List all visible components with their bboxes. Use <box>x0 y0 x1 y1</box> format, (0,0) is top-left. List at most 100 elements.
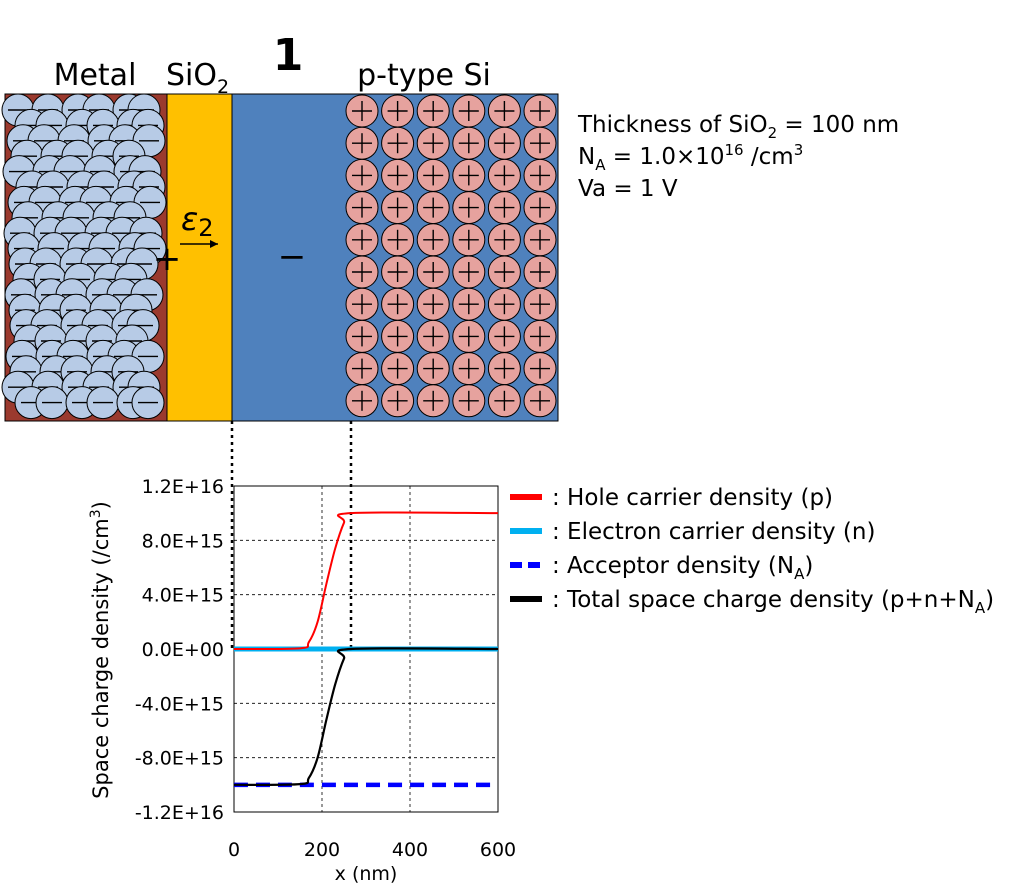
hole-charge <box>452 126 486 160</box>
y-tick-label: -4.0E+15 <box>135 693 224 715</box>
hole-charge <box>345 255 379 289</box>
hole-charge <box>487 255 521 289</box>
hole-charge <box>416 384 450 418</box>
hole-charge <box>345 126 379 160</box>
hole-charge <box>381 158 415 192</box>
legend-label-1: : Electron carrier density (n) <box>552 519 875 545</box>
hole-charge <box>381 287 415 321</box>
hole-charge <box>381 223 415 257</box>
hole-charge <box>523 287 557 321</box>
hole-charge <box>523 384 557 418</box>
hole-charge <box>523 158 557 192</box>
hole-charge <box>416 287 450 321</box>
y-tick-label: 0.0E+00 <box>142 639 224 661</box>
hole-charge <box>345 158 379 192</box>
depletion-minus-sign: − <box>278 237 307 277</box>
hole-charge <box>487 126 521 160</box>
hole-charge <box>452 94 486 128</box>
x-tick-label: 600 <box>480 839 516 861</box>
hole-charge <box>345 384 379 418</box>
hole-charge <box>452 191 486 225</box>
acceptor-density-text: NA = 1.0×1016 /cm3 <box>578 141 803 174</box>
hole-charge <box>487 94 521 128</box>
hole-charge <box>452 319 486 353</box>
hole-charge <box>487 352 521 386</box>
electron-charge <box>86 386 120 420</box>
hole-charge <box>523 191 557 225</box>
hole-charge <box>523 223 557 257</box>
semiconductor-label: p-type Si <box>357 58 491 93</box>
hole-charge <box>523 352 557 386</box>
space-charge-chart: 1.2E+16 8.0E+15 4.0E+15 0.0E+00 -4.0E+15 -8.0… <box>88 476 994 885</box>
metal-electron-cluster <box>1 93 167 420</box>
hole-charge <box>487 319 521 353</box>
hole-charge <box>523 126 557 160</box>
hole-charge <box>381 384 415 418</box>
legend-label-3: : Total space charge density (p+n+NA) <box>552 587 994 617</box>
hole-charge <box>523 319 557 353</box>
electron-charge <box>35 386 69 420</box>
hole-charge <box>452 352 486 386</box>
hole-charge <box>487 287 521 321</box>
hole-charge <box>416 158 450 192</box>
hole-charge <box>416 126 450 160</box>
oxide-label: SiO2 <box>166 58 229 98</box>
hole-charge <box>381 319 415 353</box>
hole-charge <box>452 287 486 321</box>
device-cross-section <box>1 93 559 422</box>
hole-charge <box>487 191 521 225</box>
field-arrow <box>180 240 218 248</box>
case-number: 1 <box>273 30 304 81</box>
hole-charge <box>452 384 486 418</box>
x-tick-label: 0 <box>228 839 240 861</box>
field-symbol: ε2 <box>181 200 214 242</box>
hole-charge <box>452 255 486 289</box>
hole-charge <box>487 384 521 418</box>
series-line-0 <box>233 511 499 651</box>
hole-charge <box>416 223 450 257</box>
y-tick-label: -8.0E+15 <box>135 748 224 770</box>
y-tick-label: 1.2E+16 <box>142 476 224 498</box>
hole-charge <box>381 352 415 386</box>
series-line-3 <box>233 647 499 786</box>
applied-voltage-text: Va = 1 V <box>578 176 678 202</box>
y-axis-label: Space charge density (/cm3) <box>88 501 113 799</box>
y-tick-label: 4.0E+15 <box>142 585 224 607</box>
hole-charge <box>345 287 379 321</box>
metal-label: Metal <box>54 58 137 93</box>
oxide-thickness-text: Thickness of SiO2 = 100 nm <box>577 112 899 142</box>
hole-charge <box>381 191 415 225</box>
legend-label-2: : Acceptor density (NA) <box>552 553 813 583</box>
chart-legend: : Hole carrier density (p) : Electron car… <box>510 485 994 617</box>
y-tick-label: 8.0E+15 <box>142 530 224 552</box>
hole-charge <box>523 94 557 128</box>
hole-charge <box>345 191 379 225</box>
interface-plus-sign: + <box>153 239 182 279</box>
x-tick-labels: 0 200 400 600 <box>228 839 516 861</box>
hole-charge <box>452 158 486 192</box>
hole-charge <box>345 352 379 386</box>
silicon-hole-grid <box>345 94 557 418</box>
hole-charge <box>381 255 415 289</box>
hole-charge <box>416 255 450 289</box>
y-tick-labels: 1.2E+16 8.0E+15 4.0E+15 0.0E+00 -4.0E+15 -8.0… <box>135 476 224 824</box>
hole-charge <box>345 94 379 128</box>
hole-charge <box>416 94 450 128</box>
x-tick-label: 400 <box>392 839 428 861</box>
hole-charge <box>416 319 450 353</box>
hole-charge <box>345 319 379 353</box>
hole-charge <box>345 223 379 257</box>
hole-charge <box>416 191 450 225</box>
x-tick-label: 200 <box>304 839 340 861</box>
chart-series <box>233 511 499 788</box>
hole-charge <box>452 223 486 257</box>
hole-charge <box>487 158 521 192</box>
y-tick-label: -1.2E+16 <box>135 802 224 824</box>
hole-charge <box>416 352 450 386</box>
legend-label-0: : Hole carrier density (p) <box>552 485 833 511</box>
hole-charge <box>381 94 415 128</box>
hole-charge <box>381 126 415 160</box>
hole-charge <box>487 223 521 257</box>
hole-charge <box>523 255 557 289</box>
